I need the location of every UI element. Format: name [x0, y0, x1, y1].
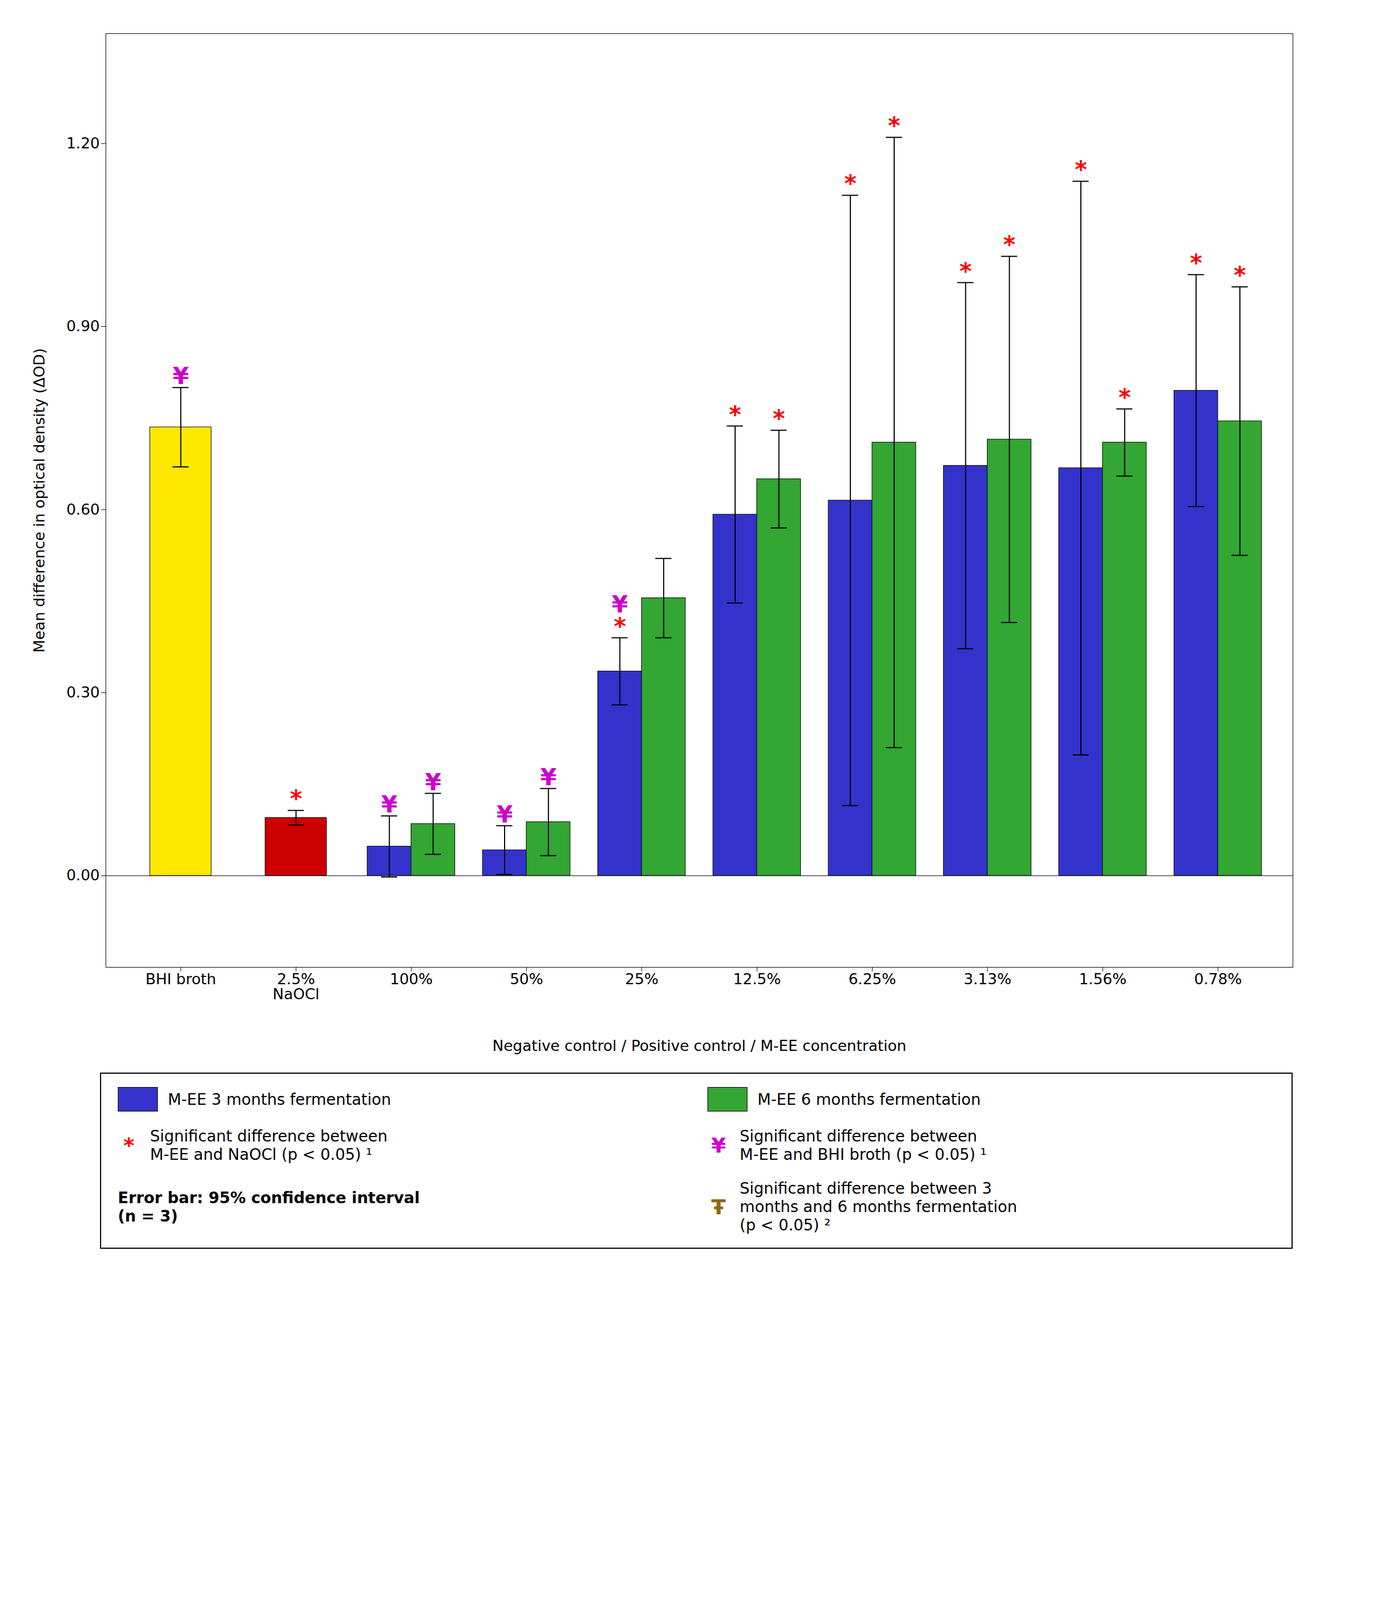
svg-text:¥: ¥: [172, 362, 189, 390]
svg-text:¥: ¥: [381, 790, 398, 819]
svg-text:50%: 50%: [509, 970, 543, 988]
html-text:Error bar: 95% confidence inte: Error bar: 95% confidence interval (n = …: [117, 1188, 420, 1226]
html-text:M-EE 3 months fermentation: M-EE 3 months fermentation: [167, 1090, 392, 1109]
svg-text:12.5%: 12.5%: [733, 970, 781, 988]
svg-text:*: *: [1074, 156, 1088, 184]
svg-text:*: *: [729, 401, 742, 429]
svg-text:0.90: 0.90: [66, 317, 100, 335]
svg-text:*: *: [1118, 384, 1131, 412]
svg-text:100%: 100%: [389, 970, 433, 988]
svg-text:*: *: [1003, 231, 1016, 259]
svg-text:*: *: [844, 170, 857, 198]
svg-text:0.60: 0.60: [66, 500, 100, 518]
svg-text:*: *: [773, 405, 786, 433]
svg-text:25%: 25%: [625, 970, 659, 988]
svg-text:0.30: 0.30: [66, 683, 100, 701]
html-text:Significant difference between: Significant difference between 3 months …: [739, 1179, 1018, 1235]
html-text:Significant difference between: Significant difference between M-EE and …: [739, 1127, 987, 1164]
svg-text:¥: ¥: [425, 768, 442, 796]
svg-text:BHI broth: BHI broth: [145, 970, 217, 988]
svg-text:*: *: [1233, 261, 1246, 289]
svg-text:3.13%: 3.13%: [963, 970, 1012, 988]
svg-text:Mean difference in optical den: Mean difference in optical density (ΔOD): [30, 348, 48, 653]
svg-text:Negative control / Positive co: Negative control / Positive control / M-…: [492, 1037, 907, 1055]
svg-text:¥: ¥: [611, 590, 628, 618]
svg-text:1.20: 1.20: [66, 134, 100, 152]
html-text:Ŧ: Ŧ: [711, 1194, 726, 1220]
svg-text:6.25%: 6.25%: [848, 970, 897, 988]
svg-text:0.00: 0.00: [66, 866, 100, 884]
svg-text:0.78%: 0.78%: [1194, 970, 1243, 988]
svg-text:*: *: [290, 785, 303, 813]
svg-text:1.56%: 1.56%: [1078, 970, 1127, 988]
svg-text:*: *: [888, 112, 901, 140]
svg-text:¥: ¥: [496, 800, 513, 829]
svg-text:¥: ¥: [540, 763, 557, 791]
html-text:M-EE 6 months fermentation: M-EE 6 months fermentation: [757, 1090, 981, 1109]
svg-text:*: *: [1189, 249, 1203, 277]
svg-text:*: *: [959, 257, 972, 286]
html-text:Significant difference between: Significant difference between M-EE and …: [150, 1127, 388, 1164]
svg-text:2.5%NaOCl: 2.5%NaOCl: [272, 970, 319, 1003]
